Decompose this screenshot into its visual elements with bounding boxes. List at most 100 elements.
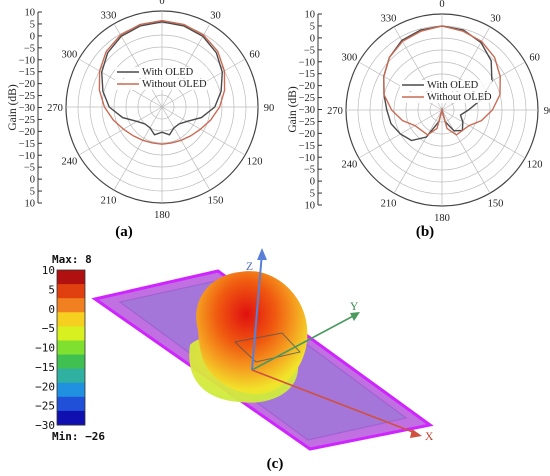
colorbar-segment [57, 284, 85, 299]
radial-tick-label: −25 [299, 117, 315, 128]
colorbar-max-label: Max: 8 [52, 253, 92, 266]
radial-tick-label: −10 [299, 57, 315, 68]
colorbar-tick-label: −30 [35, 419, 55, 432]
polar-spoke [113, 106, 163, 191]
y-axis [251, 313, 358, 371]
x-arrow-icon [410, 429, 422, 438]
radial-tick-label: 10 [25, 8, 36, 19]
y-arrow-icon [350, 312, 360, 321]
radial-tick-label: 10 [305, 201, 316, 212]
panel-label-c: (c) [267, 456, 284, 472]
colorbar-segment [57, 326, 85, 341]
colorbar-min-label: Min: −26 [52, 430, 105, 443]
colorbar-segment [57, 410, 85, 426]
panel-label-b: (b) [416, 224, 434, 240]
angle-tick-label: 60 [529, 53, 540, 64]
angle-tick-label: 300 [341, 53, 357, 64]
radial-tick-label: 5 [30, 19, 35, 30]
polar-chart-b: 03060901201501802102402703003301050−5−10… [287, 0, 550, 224]
polar-spoke [441, 109, 491, 194]
radial-tick-label: −5 [24, 43, 35, 54]
angle-tick-label: 240 [61, 157, 77, 168]
polar-spoke [161, 106, 246, 156]
colorbar-tick-label: 0 [48, 303, 55, 316]
colorbar-segment [57, 354, 85, 370]
polar-spoke [393, 109, 443, 194]
radial-tick-label: 0 [310, 33, 315, 44]
angle-tick-label: 210 [101, 196, 117, 207]
polar-chart-a: 03060901201501802102402703003301050−5−10… [7, 0, 274, 221]
angle-tick-label: 0 [439, 0, 444, 10]
radial-tick-label: 10 [25, 199, 36, 210]
colorbar-tick-label: −10 [35, 342, 55, 355]
antenna-element [233, 332, 301, 363]
radial-tick-label: −15 [19, 139, 35, 150]
radial-tick-label: −20 [299, 129, 315, 140]
legend-label: Without OLED [427, 92, 492, 103]
colorbar-frame [56, 269, 86, 426]
angle-tick-label: 300 [61, 50, 77, 61]
z-axis [251, 252, 263, 371]
radial-tick-label: −25 [19, 115, 35, 126]
radial-tick-label: 0 [310, 177, 315, 188]
radiation-3d: Z Y X [91, 248, 434, 451]
colorbar-tick-label: 10 [42, 264, 55, 277]
colorbar-tick-label: −20 [35, 380, 55, 393]
radial-tick-label: −20 [19, 79, 35, 90]
series-line-2 [98, 19, 226, 145]
legend-label: Without OLED [142, 79, 207, 90]
panel-label-a: (a) [115, 224, 133, 240]
colorbar-segment [57, 368, 85, 384]
radiation-main-lobe [196, 271, 308, 395]
angle-tick-label: 90 [264, 103, 275, 114]
colorbar-tick-label: −15 [35, 361, 55, 374]
series-line-2 [383, 25, 501, 136]
z-axis-label: Z [246, 261, 253, 273]
angle-tick-label: 30 [490, 13, 501, 24]
radial-tick-label: 5 [310, 189, 315, 200]
polar-spoke [113, 23, 163, 108]
angle-tick-label: 90 [544, 106, 550, 117]
polar-spoke [161, 23, 211, 108]
angle-tick-label: 270 [47, 103, 63, 114]
radial-tick-label: −5 [304, 165, 315, 176]
radial-tick-label: −10 [19, 55, 35, 66]
radial-tick-label: 0 [30, 175, 35, 186]
radial-tick-label: −10 [19, 151, 35, 162]
colorbar-tick-label: −5 [42, 322, 55, 335]
colorbar-segment [57, 382, 85, 398]
angle-tick-label: 180 [434, 213, 450, 224]
legend-label: With OLED [427, 80, 479, 91]
colorbar-segment [57, 396, 85, 412]
colorbar-segment [57, 298, 85, 313]
radial-tick-label: 5 [30, 187, 35, 198]
radial-tick-label: 0 [30, 31, 35, 42]
colorbar-segment [57, 270, 85, 285]
radial-tick-label: −20 [19, 127, 35, 138]
angle-tick-label: 180 [154, 210, 170, 221]
colorbar: Max: 8 10 5 0 −5 −10 −15 −20 −25 −30 Min: −26 [35, 253, 105, 443]
radial-axis-title: Gain (dB) [287, 86, 299, 132]
angle-tick-label: 60 [249, 50, 260, 61]
radial-tick-label: −15 [299, 69, 315, 80]
radial-tick-label: −15 [19, 67, 35, 78]
angle-tick-label: 330 [381, 13, 397, 24]
x-axis-label: X [425, 431, 434, 443]
angle-tick-label: 120 [247, 157, 263, 168]
legend-bg [400, 92, 492, 103]
angle-tick-label: 30 [210, 10, 221, 21]
angle-tick-label: 210 [381, 199, 397, 210]
radial-tick-label: −10 [299, 153, 315, 164]
angle-tick-label: 120 [527, 160, 543, 171]
radial-tick-label: −5 [304, 45, 315, 56]
z-arrow-icon [257, 248, 267, 260]
angle-tick-label: 150 [488, 199, 504, 210]
colorbar-segment [57, 340, 85, 356]
radial-tick-label: −30 [299, 105, 315, 116]
radial-tick-label: −15 [299, 141, 315, 152]
series-line-1 [100, 21, 224, 136]
radial-tick-label: −5 [24, 163, 35, 174]
angle-tick-label: 270 [327, 106, 343, 117]
